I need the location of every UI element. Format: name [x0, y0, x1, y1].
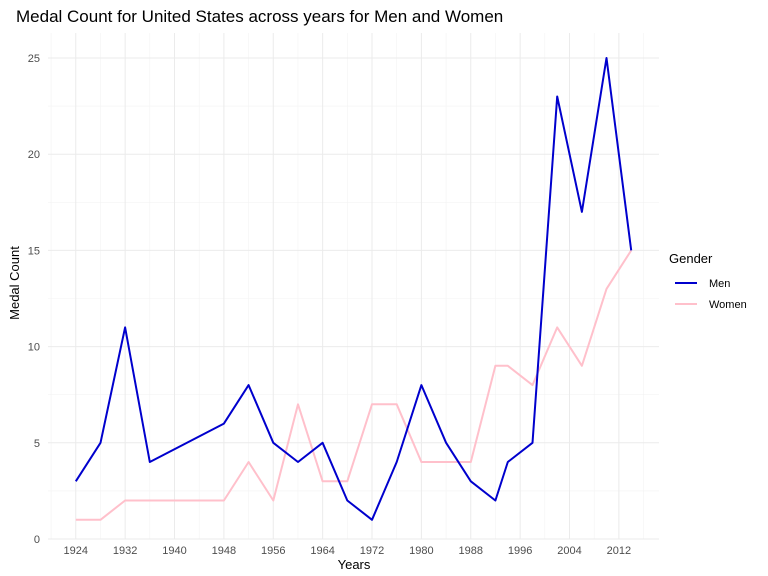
x-tick-label: 1924 [64, 545, 88, 557]
x-tick-label: 1980 [409, 545, 433, 557]
x-tick-label: 1948 [212, 545, 236, 557]
x-tick-label: 1940 [162, 545, 186, 557]
x-tick-label: 1988 [459, 545, 483, 557]
x-tick-label: 1964 [310, 545, 334, 557]
y-tick-label: 15 [28, 245, 40, 257]
chart-title: Medal Count for United States across yea… [16, 7, 503, 26]
y-tick-label: 5 [34, 438, 40, 450]
x-tick-label: 2004 [557, 545, 581, 557]
legend-label-women: Women [709, 299, 747, 311]
series-line-women [75, 249, 633, 521]
x-tick-label: 2012 [607, 545, 631, 557]
x-tick-label: 1956 [261, 545, 285, 557]
series-line-men [74, 57, 633, 521]
grid [48, 33, 659, 540]
legend-title: Gender [669, 251, 713, 266]
x-tick-label: 1972 [360, 545, 384, 557]
y-tick-label: 20 [28, 149, 40, 161]
y-axis-ticks: 0 5 10 15 20 25 [28, 53, 40, 546]
x-tick-label: 1996 [508, 545, 532, 557]
legend-label-men: Men [709, 278, 730, 290]
x-axis-ticks: 1924 1932 1940 1948 1956 1964 1972 1980 1988 1996… [64, 545, 632, 557]
legend: Gender Men Women [669, 251, 747, 311]
series-lines [74, 57, 633, 521]
x-tick-label: 1932 [113, 545, 137, 557]
y-axis-title: Medal Count [7, 246, 22, 320]
y-tick-label: 25 [28, 53, 40, 65]
y-tick-label: 0 [34, 534, 40, 546]
x-axis-title: Years [338, 557, 371, 572]
y-tick-label: 10 [28, 342, 40, 354]
